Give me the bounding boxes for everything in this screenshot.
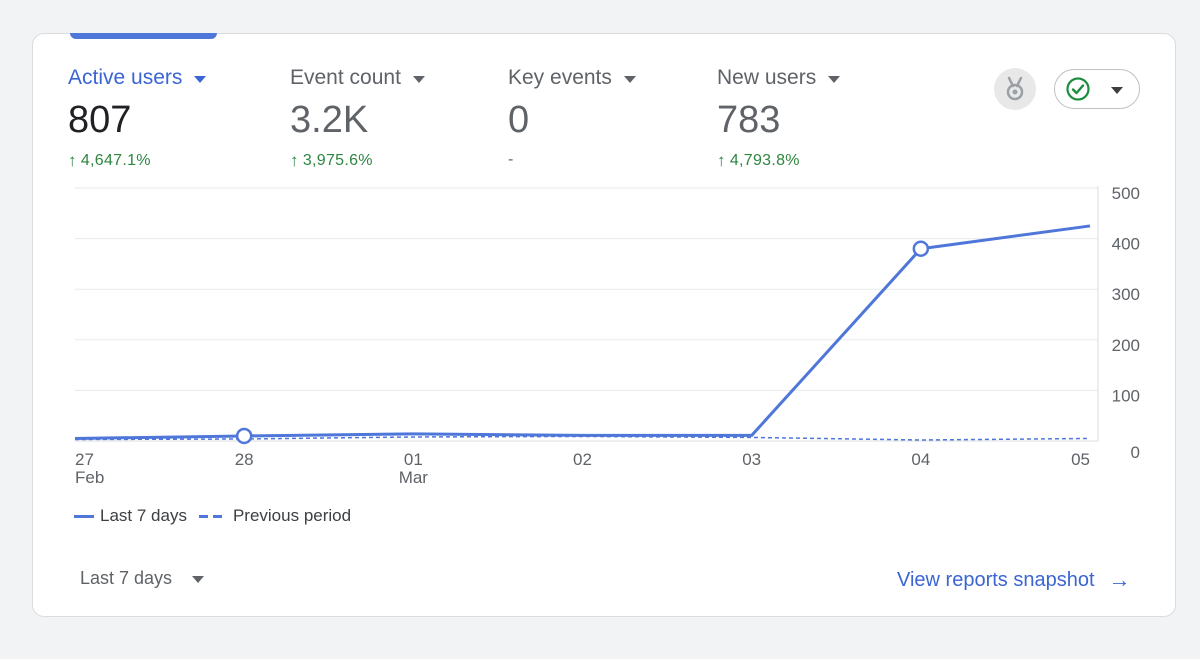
series-line-last-7-days xyxy=(74,224,1091,440)
chevron-down-icon xyxy=(828,75,841,83)
y-tick-label: 400 xyxy=(1112,235,1140,254)
x-tick-label: 28 xyxy=(235,450,254,469)
legend-swatch-solid xyxy=(74,514,94,518)
metric-value: 0 xyxy=(508,99,530,141)
metric-value: 783 xyxy=(717,99,781,141)
x-tick-label: 05 xyxy=(1071,450,1090,469)
chevron-down-icon xyxy=(412,75,425,83)
x-tick-label: 02 xyxy=(573,450,592,469)
view-reports-snapshot-link[interactable]: View reports snapshot → xyxy=(897,567,1131,593)
metric-value: 3.2K xyxy=(290,99,369,141)
status-dropdown[interactable] xyxy=(1054,69,1140,109)
metric-tab-event-count[interactable]: Event count 3.2K ↑ 3,975.6% xyxy=(290,66,425,171)
x-tick-month-label: Mar xyxy=(399,468,429,487)
metric-tab-active-users[interactable]: Active users 807 ↑ 4,647.1% xyxy=(68,66,207,171)
metric-change-value: 4,647.1% xyxy=(80,152,151,169)
summary-card xyxy=(32,33,1176,617)
date-range-dropdown[interactable]: Last 7 days xyxy=(80,568,205,589)
x-tick-label: 03 xyxy=(742,450,761,469)
y-tick-label: 300 xyxy=(1112,285,1140,304)
arrow-right-icon: → xyxy=(1108,567,1131,592)
metric-label: Event count xyxy=(290,66,401,89)
arrow-up-icon: ↑ xyxy=(290,151,299,170)
metric-tab-key-events[interactable]: Key events 0 - xyxy=(508,66,636,169)
chevron-down-icon xyxy=(192,576,205,583)
y-tick-label: 500 xyxy=(1112,184,1140,203)
x-tick-label: 01 xyxy=(404,450,423,469)
insights-button[interactable] xyxy=(994,68,1036,110)
chevron-down-icon xyxy=(623,75,636,83)
chart-legend: Last 7 days Previous period xyxy=(74,506,363,526)
legend-swatch-dashed xyxy=(198,514,223,518)
arrow-up-icon: ↑ xyxy=(68,151,77,170)
metric-value: 807 xyxy=(68,99,132,141)
metric-label: Active users xyxy=(68,66,183,89)
legend-item-last-7-days: Last 7 days xyxy=(74,506,187,526)
metric-label: New users xyxy=(717,66,817,89)
legend-label: Last 7 days xyxy=(100,506,187,525)
data-point-marker xyxy=(235,427,253,445)
arrow-up-icon: ↑ xyxy=(717,151,726,170)
metric-change: - xyxy=(508,151,636,169)
check-circle-icon xyxy=(1066,77,1090,101)
active-tab-indicator xyxy=(70,33,217,39)
metric-change: ↑ 4,647.1% xyxy=(68,151,206,171)
metric-change-value: - xyxy=(508,151,514,168)
x-tick-month-label: Feb xyxy=(75,468,104,487)
medal-icon xyxy=(1006,76,1024,101)
metric-change-value: 4,793.8% xyxy=(729,152,800,169)
chevron-down-icon xyxy=(194,75,207,83)
x-tick-label: 27 xyxy=(75,450,94,469)
legend-label: Previous period xyxy=(232,506,352,525)
legend-item-previous-period: Previous period xyxy=(198,506,352,526)
date-range-label: Last 7 days xyxy=(80,568,173,588)
metric-change: ↑ 3,975.6% xyxy=(290,151,425,171)
metric-label: Key events xyxy=(508,66,612,89)
metric-change: ↑ 4,793.8% xyxy=(717,151,840,171)
data-point-marker xyxy=(912,240,930,257)
metric-tab-new-users[interactable]: New users 783 ↑ 4,793.8% xyxy=(717,66,841,171)
y-tick-label: 200 xyxy=(1112,336,1140,355)
y-tick-label: 100 xyxy=(1112,386,1140,405)
metric-change-value: 3,975.6% xyxy=(302,152,373,169)
y-tick-label: 0 xyxy=(1131,443,1140,462)
x-tick-label: 04 xyxy=(911,450,930,469)
chevron-down-icon xyxy=(1111,86,1123,94)
view-reports-label: View reports snapshot xyxy=(897,568,1095,591)
